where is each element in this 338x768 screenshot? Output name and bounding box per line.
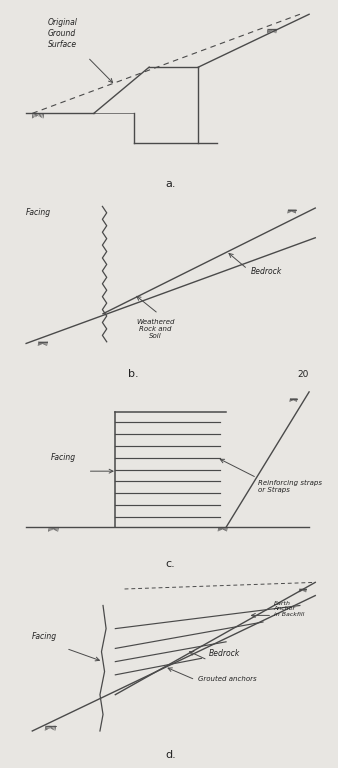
Text: Earth
Anchor
in Backfill: Earth Anchor in Backfill xyxy=(274,601,304,617)
Text: Grouted anchors: Grouted anchors xyxy=(198,677,257,683)
Text: d.: d. xyxy=(165,750,176,760)
Text: b.: b. xyxy=(128,369,139,379)
Text: Weathered
Rock and
Soil: Weathered Rock and Soil xyxy=(136,319,174,339)
Text: Facing: Facing xyxy=(32,631,57,641)
Text: 20: 20 xyxy=(297,369,309,379)
Text: c.: c. xyxy=(166,559,175,570)
Text: Reinforcing straps
or Straps: Reinforcing straps or Straps xyxy=(258,479,322,492)
Text: Bedrock: Bedrock xyxy=(209,649,240,658)
Text: Facing: Facing xyxy=(51,452,76,462)
Text: a.: a. xyxy=(165,178,176,189)
Text: Facing: Facing xyxy=(26,207,51,217)
Text: Original
Ground
Surface: Original Ground Surface xyxy=(48,18,77,49)
Text: Bedrock: Bedrock xyxy=(251,267,282,276)
